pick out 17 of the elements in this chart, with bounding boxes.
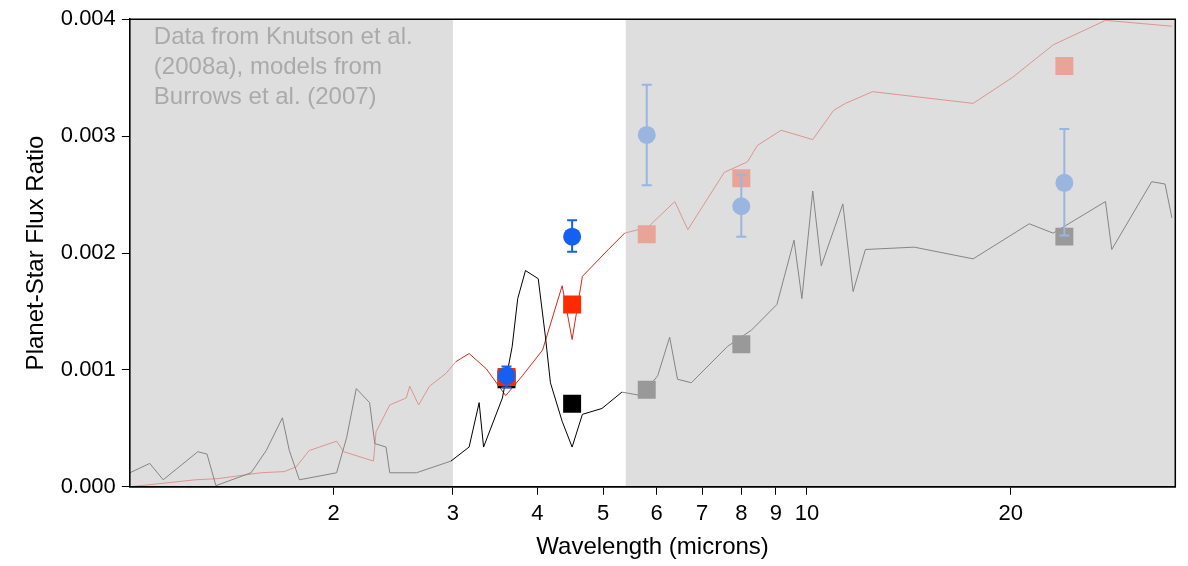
- x-tick-label: 5: [596, 500, 610, 526]
- x-axis-title: Wavelength (microns): [536, 532, 769, 560]
- x-tick-label: 20: [998, 500, 1023, 526]
- x-tick-label: 6: [650, 500, 663, 526]
- x-tick-label: 7: [695, 500, 709, 526]
- x-tick-label: 3: [446, 500, 460, 526]
- x-tick-label: 9: [769, 500, 783, 526]
- y-tick-label: 0.000: [60, 472, 116, 498]
- y-tick-label: 0.003: [60, 122, 116, 148]
- y-axis-title: Planet-Star Flux Ratio: [21, 135, 49, 371]
- y-tick-label: 0.002: [60, 239, 116, 265]
- y-tick-label: 0.001: [60, 355, 116, 381]
- x-tick-label: 10: [794, 500, 820, 526]
- x-tick-label: 4: [531, 500, 544, 526]
- x-tick-label: 8: [735, 500, 748, 526]
- x-tick-label: 2: [327, 500, 340, 526]
- y-tick-label: 0.004: [60, 5, 116, 31]
